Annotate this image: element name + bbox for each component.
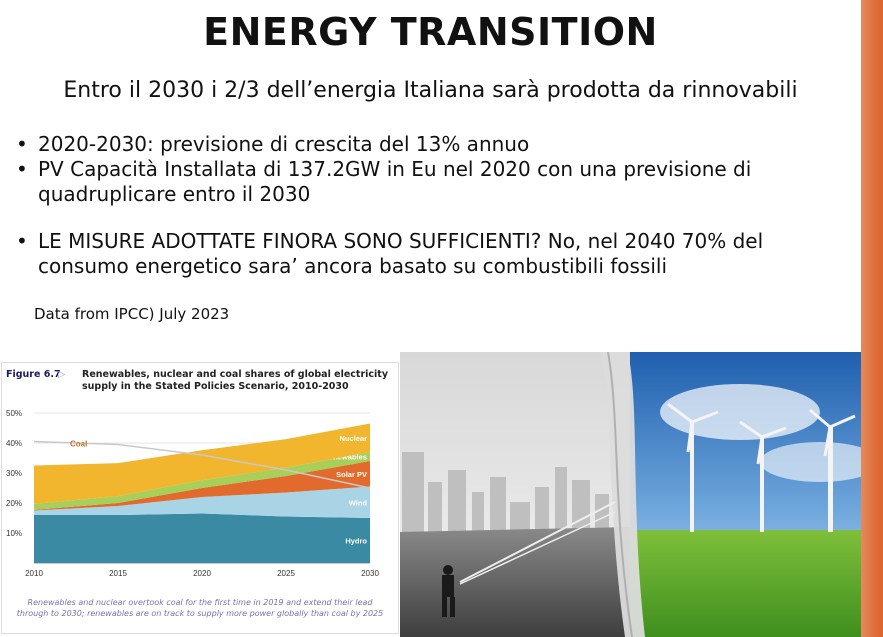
- series-label: Solar PV: [336, 470, 367, 479]
- figure-caption: Renewables and nuclear overtook coal for…: [2, 597, 398, 619]
- figure-chart: Figure 6.7 ▷ Renewables, nuclear and coa…: [1, 362, 399, 634]
- bullet-list: 2020-2030: previsione di crescita del 13…: [10, 132, 855, 279]
- series-label: Nuclear: [339, 434, 367, 443]
- businessman-figure: [442, 565, 455, 617]
- curtain: [600, 352, 645, 637]
- series-label: Hydro: [345, 537, 367, 546]
- area-series-wind: [34, 486, 370, 518]
- area-series-solar-pv: [34, 461, 370, 511]
- y-tick-label: 10%: [6, 529, 22, 538]
- source-note: Data from IPCC) July 2023: [34, 305, 230, 323]
- x-tick-label: 2010: [25, 569, 43, 578]
- series-label: Wind: [349, 498, 368, 507]
- bullet-item: PV Capacità Installata di 137.2GW in Eu …: [10, 157, 855, 207]
- line-series-coal: [33, 440, 371, 489]
- figure-label: Figure 6.7: [6, 369, 61, 380]
- y-tick-label: 50%: [6, 409, 22, 418]
- question-answer: No, nel 2040 70% del consumo energetico …: [38, 229, 764, 278]
- energy-transition-photo: [400, 352, 861, 637]
- x-tick-label: 2030: [361, 569, 379, 578]
- figure-caption-line: through to 2030; renewables are on track…: [16, 609, 384, 618]
- bullet-item: 2020-2030: previsione di crescita del 13…: [10, 132, 855, 157]
- area-series-other-renewables: [34, 452, 370, 510]
- slide-subtitle: Entro il 2030 i 2/3 dell’energia Italian…: [63, 78, 798, 103]
- x-tick-label: 2015: [109, 569, 127, 578]
- y-tick-label: 30%: [6, 469, 22, 478]
- figure-caption-line: Renewables and nuclear overtook coal for…: [27, 598, 373, 607]
- curtain-windmill-illustration: [400, 352, 861, 637]
- area-series-hydro: [34, 513, 370, 563]
- area-series-nuclear: [34, 423, 370, 504]
- accent-bar: [861, 0, 883, 637]
- slide-title: ENERGY TRANSITION: [203, 10, 658, 54]
- figure-title: Renewables, nuclear and coal shares of g…: [82, 369, 389, 392]
- x-tick-label: 2020: [193, 569, 211, 578]
- series-label-coal: Coal: [70, 440, 87, 449]
- bullet-item-question: LE MISURE ADOTTATE FINORA SONO SUFFICIEN…: [10, 229, 855, 279]
- wind-turbines: [667, 402, 856, 532]
- city-skyline: [402, 452, 609, 532]
- x-tick-label: 2025: [277, 569, 295, 578]
- question-bold: LE MISURE ADOTTATE FINORA SONO SUFFICIEN…: [38, 229, 542, 253]
- figure-arrow-icon: ▷: [58, 369, 66, 380]
- y-tick-label: 20%: [6, 499, 22, 508]
- y-tick-label: 40%: [6, 439, 22, 448]
